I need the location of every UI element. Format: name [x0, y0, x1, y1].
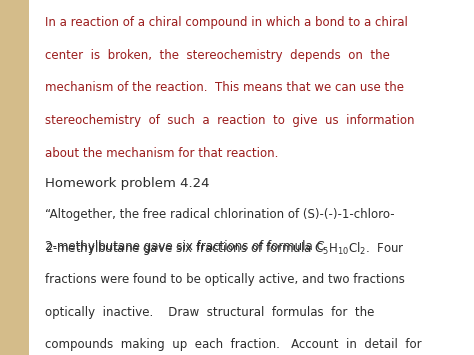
- Text: fractions were found to be optically active, and two fractions: fractions were found to be optically act…: [45, 273, 405, 286]
- Text: “Altogether, the free radical chlorination of (S)-(-)-1-chloro-: “Altogether, the free radical chlorinati…: [45, 208, 395, 221]
- Text: 2-methylbutane gave six fractions of formula C: 2-methylbutane gave six fractions of for…: [45, 240, 325, 253]
- Text: In a reaction of a chiral compound in which a bond to a chiral: In a reaction of a chiral compound in wh…: [45, 16, 408, 29]
- Text: stereochemistry  of  such  a  reaction  to  give  us  information: stereochemistry of such a reaction to gi…: [45, 114, 415, 127]
- Text: Homework problem 4.24: Homework problem 4.24: [45, 178, 210, 191]
- Text: compounds  making  up  each  fraction.   Account  in  detail  for: compounds making up each fraction. Accou…: [45, 338, 422, 351]
- Text: optically  inactive.    Draw  structural  formulas  for  the: optically inactive. Draw structural form…: [45, 306, 374, 319]
- Text: about the mechanism for that reaction.: about the mechanism for that reaction.: [45, 147, 278, 160]
- FancyBboxPatch shape: [0, 0, 29, 355]
- Text: center  is  broken,  the  stereochemistry  depends  on  the: center is broken, the stereochemistry de…: [45, 49, 390, 62]
- FancyBboxPatch shape: [29, 0, 474, 355]
- Text: mechanism of the reaction.  This means that we can use the: mechanism of the reaction. This means th…: [45, 81, 404, 94]
- Text: 2-methylbutane gave six fractions of formula $\mathregular{C_5H_{10}Cl_2}$.  Fou: 2-methylbutane gave six fractions of for…: [45, 240, 405, 257]
